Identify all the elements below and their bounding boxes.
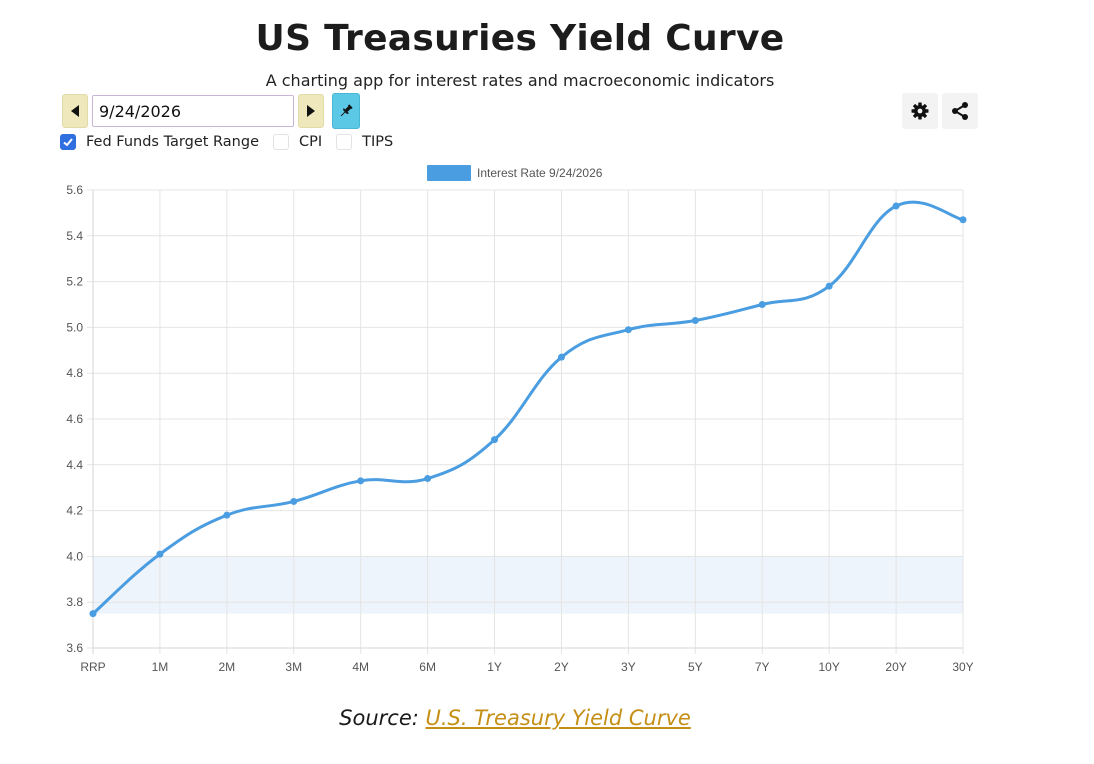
option-tips[interactable]: TIPS	[336, 134, 401, 150]
source-line: Source: U.S. Treasury Yield Curve	[0, 706, 1030, 730]
x-tick-label: 6M	[419, 660, 436, 674]
share-button[interactable]	[942, 93, 978, 129]
x-tick-label: 5Y	[688, 660, 703, 674]
data-point[interactable]	[624, 326, 632, 334]
x-tick-label: 2Y	[554, 660, 569, 674]
pin-button[interactable]	[332, 93, 360, 129]
legend-swatch	[427, 165, 471, 181]
data-point[interactable]	[424, 475, 432, 483]
data-point[interactable]	[892, 202, 900, 210]
x-tick-label: 2M	[219, 660, 236, 674]
fed-funds-band	[93, 556, 963, 614]
x-tick-label: RRP	[80, 660, 105, 674]
option-label: CPI	[299, 134, 323, 150]
checkbox-checked[interactable]	[60, 134, 76, 150]
y-tick-label: 3.8	[66, 595, 83, 609]
pin-icon	[340, 104, 353, 117]
x-tick-label: 30Y	[952, 660, 973, 674]
y-tick-label: 5.2	[66, 275, 83, 289]
source-link[interactable]: U.S. Treasury Yield Curve	[425, 706, 691, 730]
x-tick-label: 10Y	[818, 660, 839, 674]
indicator-options: Fed Funds Target Range CPI TIPS	[60, 131, 407, 153]
y-tick-label: 5.4	[66, 229, 83, 243]
data-point[interactable]	[223, 511, 231, 519]
option-label: TIPS	[362, 134, 394, 150]
y-tick-label: 5.0	[66, 320, 83, 334]
gear-icon	[911, 102, 929, 120]
y-tick-label: 4.8	[66, 366, 83, 380]
series-line	[92, 200, 964, 615]
data-point[interactable]	[959, 216, 967, 224]
x-tick-label: 3M	[285, 660, 302, 674]
x-tick-label: 1Y	[487, 660, 502, 674]
caret-right-icon	[307, 105, 315, 117]
source-prefix: Source:	[339, 706, 426, 730]
checkbox-unchecked[interactable]	[336, 134, 353, 150]
data-point[interactable]	[357, 477, 365, 485]
y-tick-label: 4.6	[66, 412, 83, 426]
y-tick-label: 4.0	[66, 549, 83, 563]
prev-date-button[interactable]	[62, 94, 88, 128]
x-tick-label: 3Y	[621, 660, 636, 674]
page-subtitle: A charting app for interest rates and ma…	[265, 71, 775, 90]
x-tick-label: 1M	[152, 660, 169, 674]
data-point[interactable]	[156, 550, 164, 558]
checkmark-icon	[63, 138, 73, 147]
checkbox-unchecked[interactable]	[273, 134, 290, 150]
y-tick-label: 3.6	[66, 641, 83, 655]
date-input[interactable]	[92, 95, 294, 127]
page-title: US Treasuries Yield Curve	[255, 18, 785, 59]
share-icon	[952, 102, 968, 120]
caret-left-icon	[71, 105, 79, 117]
data-point[interactable]	[691, 317, 699, 325]
x-tick-label: 7Y	[755, 660, 770, 674]
data-point[interactable]	[557, 353, 565, 361]
option-fed-funds[interactable]: Fed Funds Target Range	[60, 134, 267, 150]
x-tick-label: 20Y	[885, 660, 906, 674]
x-tick-label: 4M	[352, 660, 369, 674]
data-point[interactable]	[491, 436, 499, 444]
data-point[interactable]	[89, 610, 97, 618]
option-label: Fed Funds Target Range	[86, 134, 260, 150]
legend-label: Interest Rate 9/24/2026	[477, 166, 603, 180]
data-point[interactable]	[758, 301, 766, 308]
y-tick-label: 4.2	[66, 504, 83, 518]
y-tick-label: 5.6	[66, 183, 83, 197]
date-toolbar	[62, 93, 360, 129]
data-point[interactable]	[825, 282, 833, 290]
y-tick-label: 4.4	[66, 458, 83, 472]
settings-button[interactable]	[902, 93, 938, 129]
next-date-button[interactable]	[298, 94, 324, 128]
yield-curve-chart: 5.6 5.4 5.2 5.0 4.8 4.6 4.4 4.2 4.0 3.8 3.6 RRP 1M 2M…	[66, 165, 974, 674]
data-point[interactable]	[290, 497, 298, 505]
option-cpi[interactable]: CPI	[273, 134, 330, 150]
